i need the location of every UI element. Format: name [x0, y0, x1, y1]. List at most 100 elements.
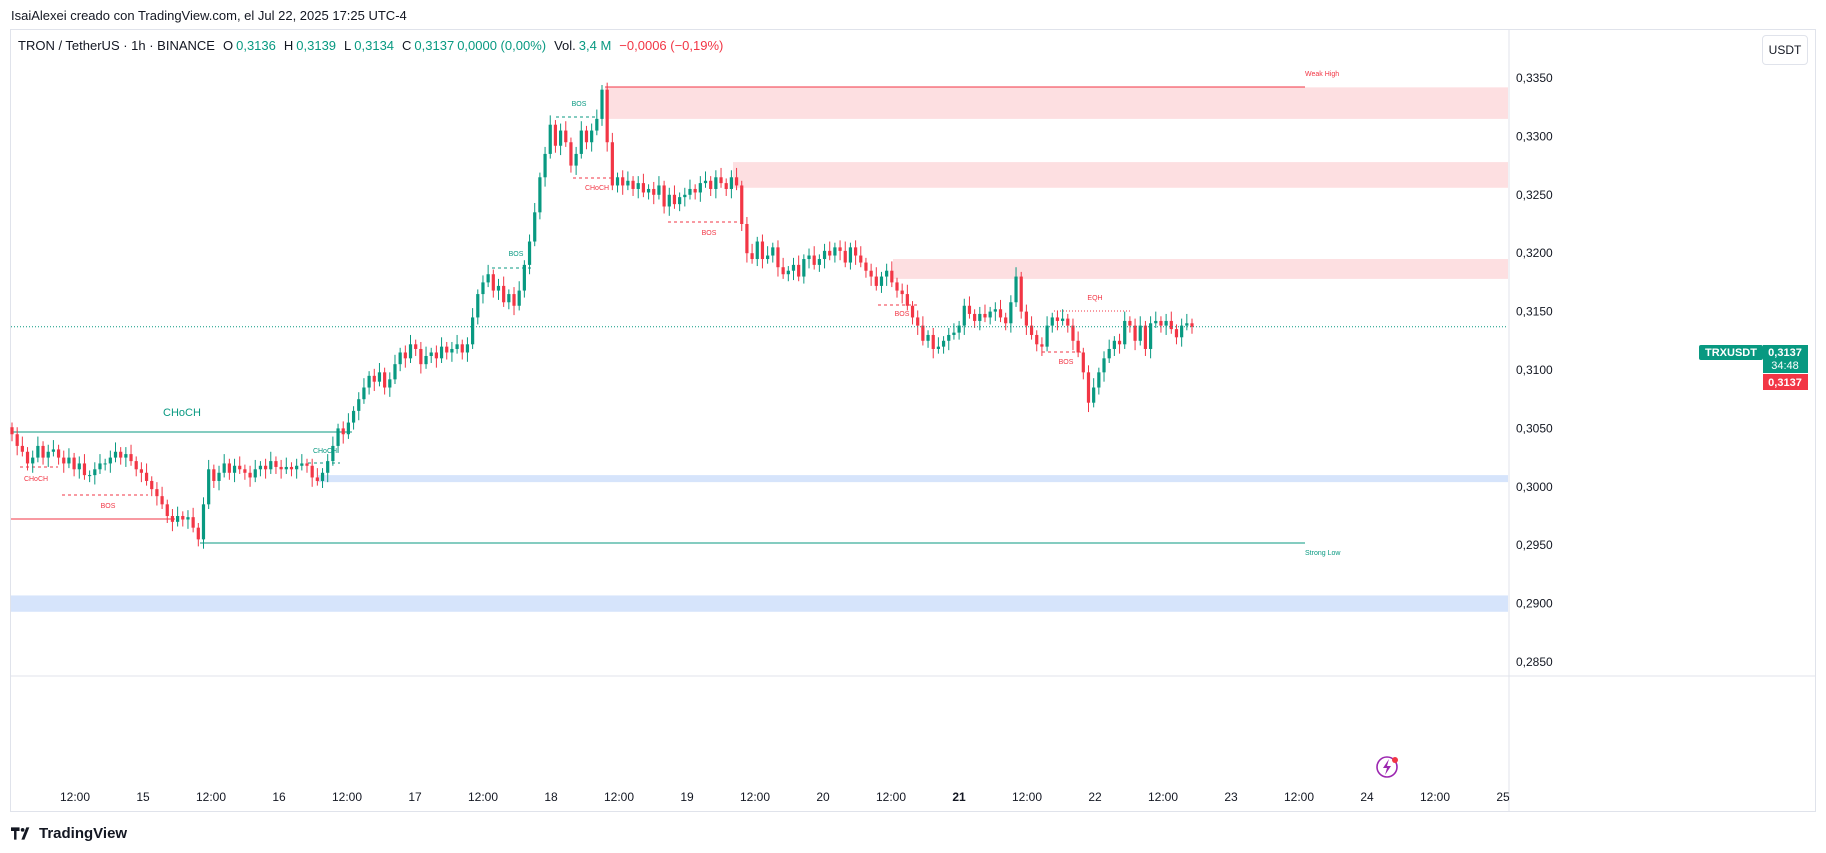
- candle[interactable]: [1092, 387, 1096, 403]
- candle[interactable]: [51, 449, 56, 452]
- candle[interactable]: [108, 457, 112, 464]
- candle[interactable]: [429, 352, 433, 356]
- candle[interactable]: [289, 466, 294, 470]
- candle[interactable]: [978, 313, 982, 321]
- candle[interactable]: [626, 180, 630, 186]
- candle[interactable]: [25, 451, 30, 464]
- candle[interactable]: [1138, 325, 1142, 341]
- candle[interactable]: [217, 472, 221, 481]
- candle[interactable]: [41, 445, 45, 458]
- candle[interactable]: [512, 294, 516, 306]
- candle[interactable]: [191, 517, 195, 528]
- candle[interactable]: [936, 346, 941, 349]
- candle[interactable]: [1169, 320, 1173, 330]
- candle[interactable]: [998, 309, 1003, 318]
- candle[interactable]: [269, 461, 273, 470]
- candle[interactable]: [833, 247, 837, 256]
- candle[interactable]: [408, 344, 413, 359]
- candle[interactable]: [652, 188, 656, 195]
- candle[interactable]: [326, 461, 330, 473]
- candle[interactable]: [791, 264, 796, 271]
- candle[interactable]: [88, 475, 92, 477]
- candle[interactable]: [1102, 358, 1106, 373]
- candle[interactable]: [1004, 317, 1008, 324]
- candle[interactable]: [621, 177, 625, 186]
- candle[interactable]: [434, 352, 438, 359]
- candle[interactable]: [144, 472, 149, 481]
- candle[interactable]: [196, 527, 200, 540]
- candle[interactable]: [584, 130, 589, 143]
- candle[interactable]: [988, 311, 992, 318]
- candle[interactable]: [967, 305, 972, 314]
- candle[interactable]: [590, 130, 594, 143]
- candle[interactable]: [367, 375, 371, 388]
- candle[interactable]: [973, 313, 977, 321]
- candle[interactable]: [543, 153, 547, 178]
- candle[interactable]: [900, 290, 904, 295]
- candle[interactable]: [952, 332, 956, 335]
- candle[interactable]: [243, 469, 247, 473]
- candle[interactable]: [383, 372, 387, 388]
- candle[interactable]: [336, 428, 340, 446]
- candle[interactable]: [740, 185, 744, 224]
- candle[interactable]: [766, 255, 770, 260]
- candle[interactable]: [750, 253, 754, 260]
- candle[interactable]: [538, 177, 542, 213]
- candle[interactable]: [238, 465, 242, 470]
- candle[interactable]: [890, 270, 894, 283]
- candle[interactable]: [1185, 323, 1189, 326]
- candle[interactable]: [331, 445, 335, 462]
- candle[interactable]: [683, 194, 687, 198]
- candle[interactable]: [688, 188, 692, 195]
- candle[interactable]: [377, 372, 382, 382]
- candle[interactable]: [1050, 317, 1054, 326]
- candle[interactable]: [150, 480, 154, 490]
- candle[interactable]: [1045, 325, 1049, 347]
- candle[interactable]: [439, 346, 444, 359]
- candle[interactable]: [662, 185, 666, 207]
- candle[interactable]: [807, 255, 811, 260]
- candle[interactable]: [170, 516, 175, 522]
- candle[interactable]: [388, 379, 392, 388]
- candle[interactable]: [1066, 318, 1070, 326]
- candle[interactable]: [36, 445, 40, 458]
- candle[interactable]: [1086, 372, 1091, 403]
- candle[interactable]: [414, 344, 418, 349]
- candle[interactable]: [450, 348, 454, 353]
- candle[interactable]: [445, 346, 449, 353]
- candle[interactable]: [476, 294, 480, 318]
- candle[interactable]: [248, 472, 252, 478]
- candle[interactable]: [1076, 340, 1080, 353]
- candle[interactable]: [481, 282, 485, 295]
- candle[interactable]: [98, 463, 102, 470]
- candle[interactable]: [678, 197, 682, 205]
- candle[interactable]: [119, 451, 123, 458]
- candle[interactable]: [781, 267, 785, 275]
- candle[interactable]: [714, 177, 718, 189]
- candle[interactable]: [1174, 329, 1179, 338]
- candle[interactable]: [465, 344, 470, 353]
- candle[interactable]: [910, 305, 915, 318]
- candle[interactable]: [263, 465, 268, 470]
- candle[interactable]: [398, 352, 402, 365]
- candle[interactable]: [667, 194, 671, 207]
- candle[interactable]: [258, 465, 263, 470]
- candle[interactable]: [885, 270, 889, 277]
- candle[interactable]: [212, 469, 216, 481]
- candle[interactable]: [579, 130, 583, 154]
- candle[interactable]: [931, 334, 935, 349]
- candle[interactable]: [522, 264, 526, 291]
- candle[interactable]: [879, 276, 884, 286]
- candle[interactable]: [719, 177, 723, 184]
- candle[interactable]: [176, 516, 180, 522]
- candle[interactable]: [372, 375, 376, 382]
- candle[interactable]: [310, 465, 314, 478]
- candle[interactable]: [1154, 320, 1158, 324]
- candle[interactable]: [802, 259, 806, 277]
- candle[interactable]: [72, 457, 76, 470]
- candle[interactable]: [631, 180, 635, 189]
- candle[interactable]: [828, 250, 832, 256]
- candle[interactable]: [517, 290, 521, 306]
- candle[interactable]: [941, 340, 946, 347]
- candle[interactable]: [564, 130, 568, 143]
